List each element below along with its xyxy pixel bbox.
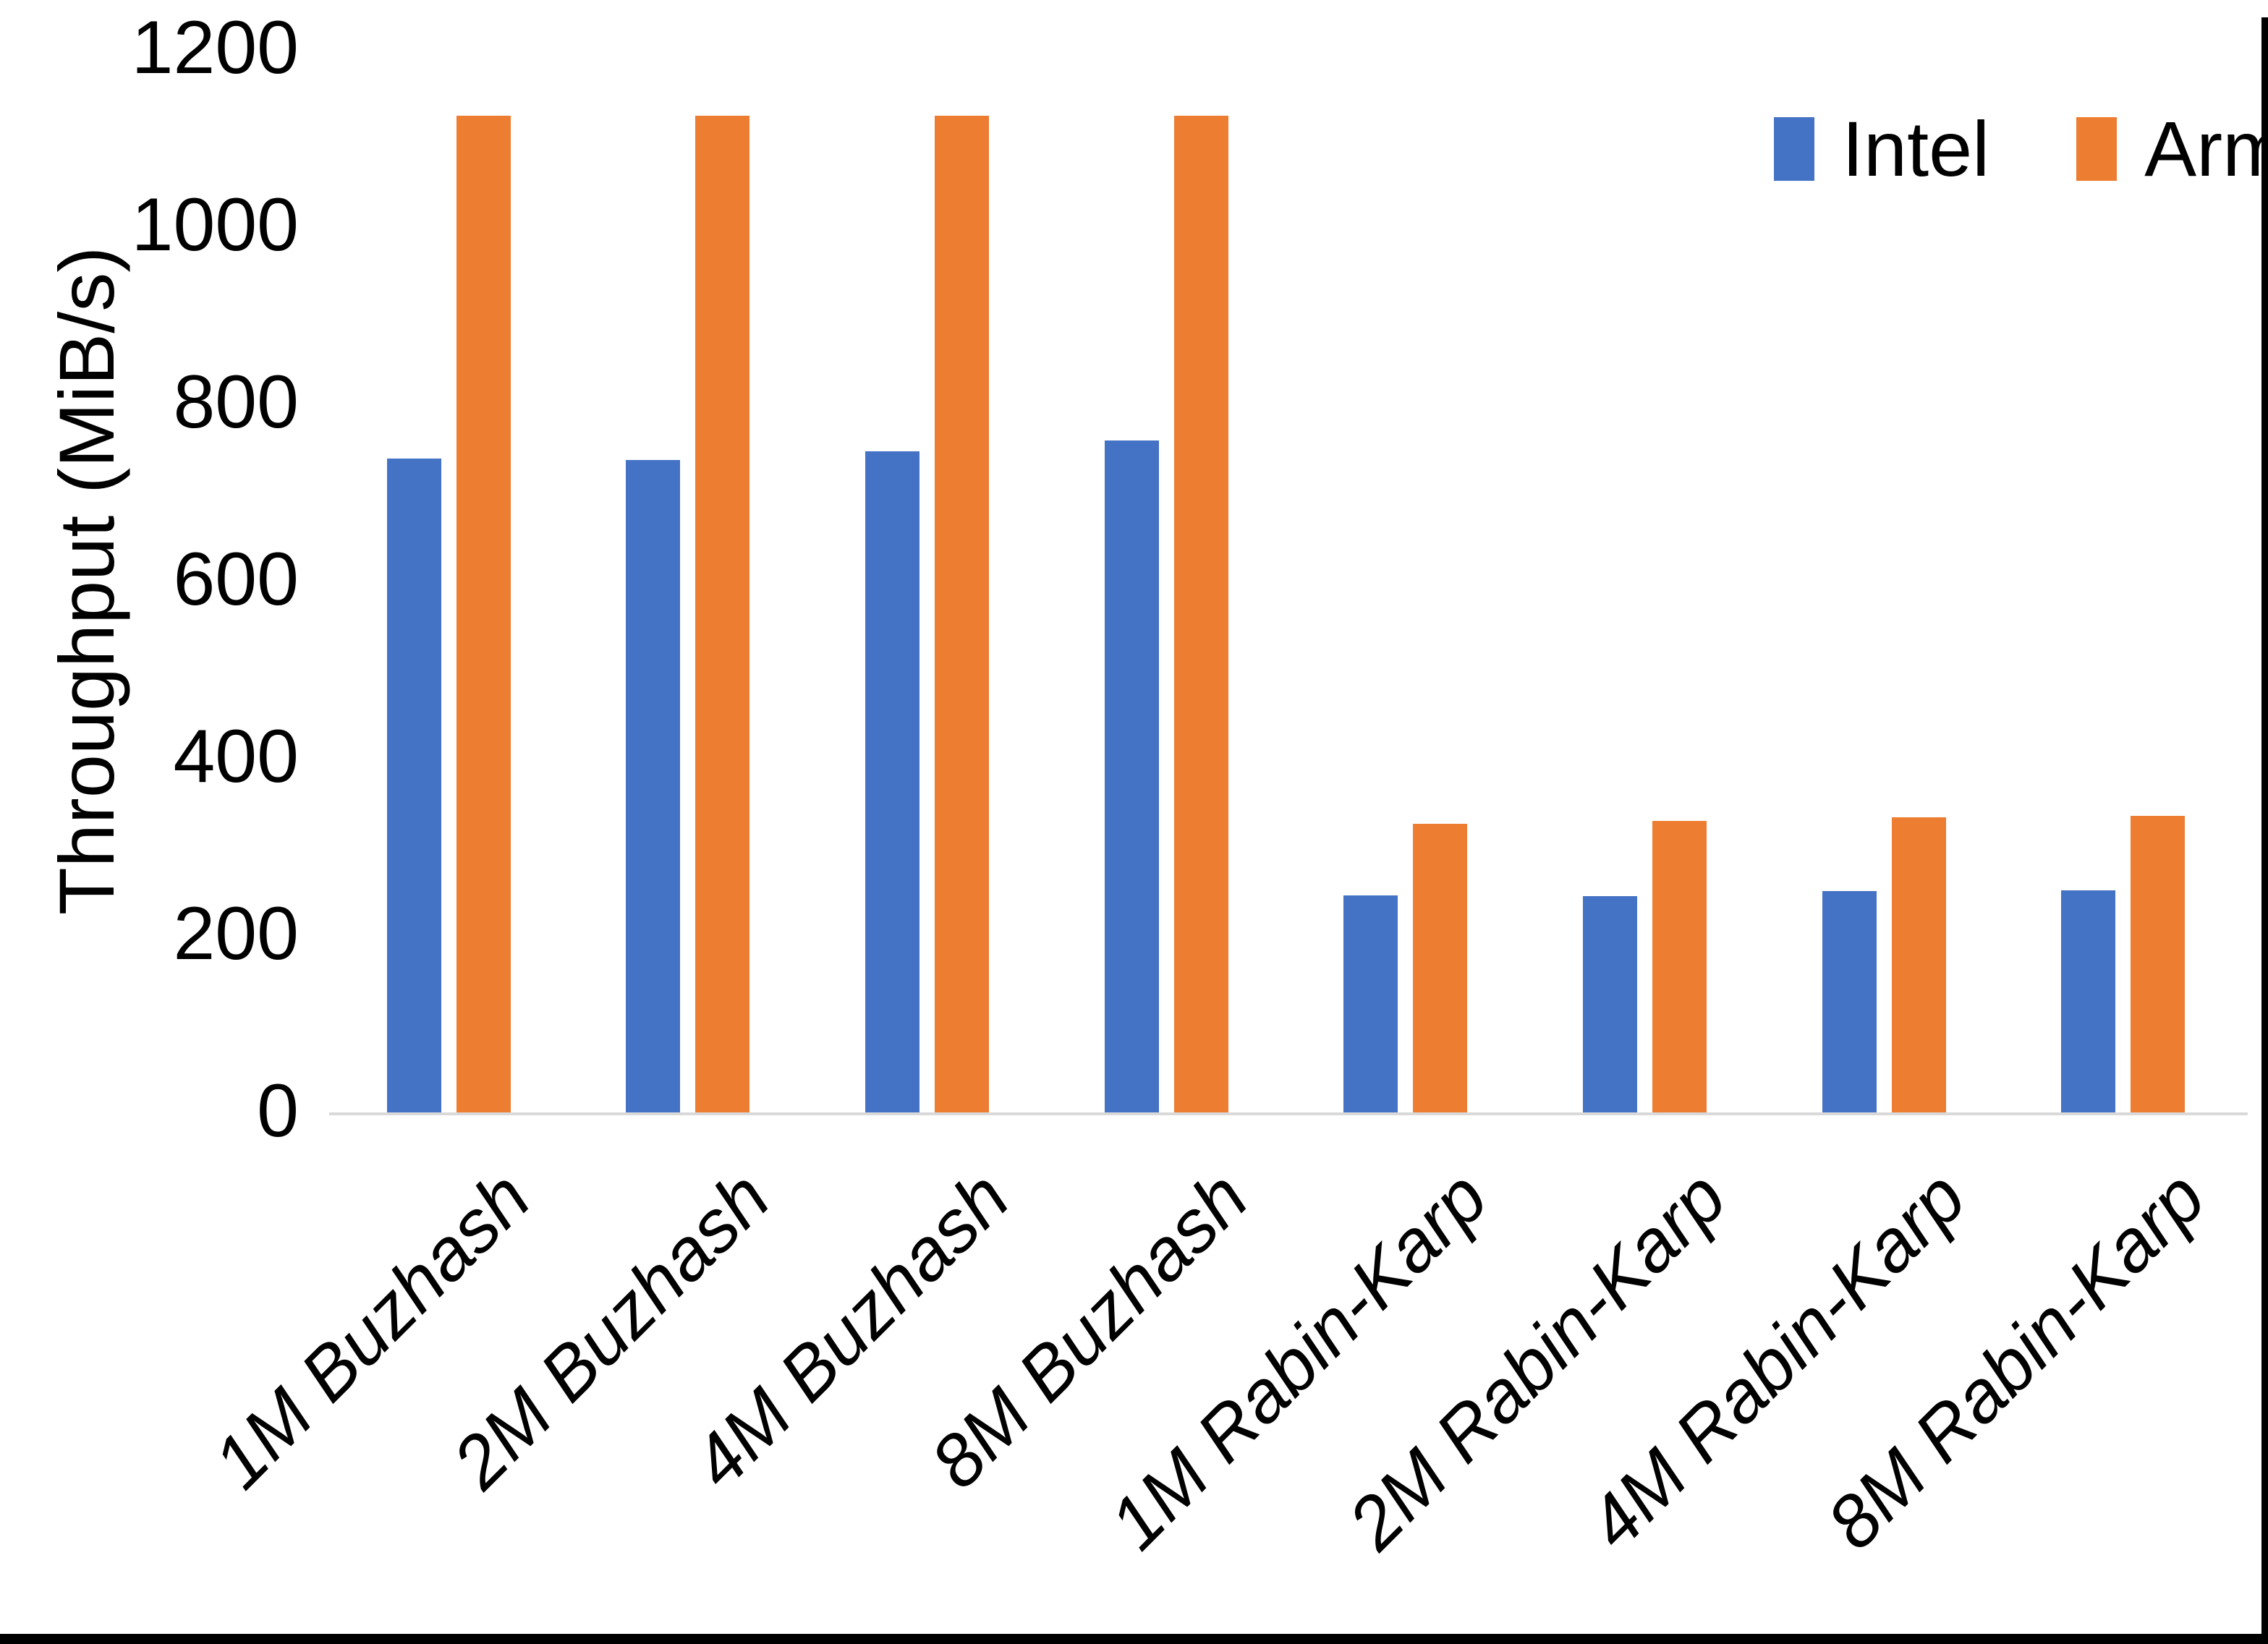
bar-arm-5 [1413,824,1468,1112]
bar-intel-6 [1582,896,1637,1112]
bar-intel-8 [2061,890,2116,1112]
bar-arm-4 [1173,116,1228,1112]
bar-arm-2 [695,116,750,1112]
bar-intel-1 [386,459,441,1112]
bar-arm-6 [1652,821,1707,1112]
bar-arm-1 [456,116,511,1112]
legend-item-intel: Intel [1774,110,1989,188]
plot-area [329,49,2243,1112]
bar-arm-3 [935,116,990,1112]
y-tick-label: 1000 [131,182,299,267]
x-axis-line [329,1112,2248,1115]
legend: Intel Arm [1774,110,2268,188]
bar-intel-3 [865,451,920,1112]
y-tick-label: 400 [173,714,299,798]
bar-arm-8 [2131,816,2186,1112]
y-axis-title: Throughput (MiB/s) [43,246,130,916]
bottom-border [0,1634,2268,1644]
y-tick-label: 1200 [131,5,299,90]
intel-series-swatch-icon [1774,117,1814,181]
bar-intel-2 [626,460,681,1112]
legend-item-arm: Arm [2076,110,2268,188]
right-border [2261,17,2268,1644]
bar-intel-7 [1822,891,1877,1112]
bar-intel-5 [1343,895,1398,1112]
y-tick-label: 600 [173,537,299,621]
y-tick-label: 0 [257,1068,299,1153]
bar-intel-4 [1104,440,1159,1112]
arm-series-swatch-icon [2076,117,2118,181]
y-tick-label: 200 [173,891,299,976]
legend-item-label: Intel [1842,105,1990,192]
legend-item-label: Arm [2144,105,2268,192]
y-tick-label: 800 [173,359,299,444]
bar-arm-7 [1891,817,1946,1112]
